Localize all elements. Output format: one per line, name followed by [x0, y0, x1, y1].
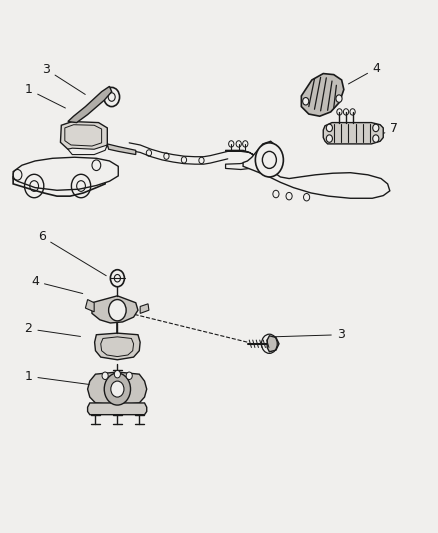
Circle shape: [255, 143, 283, 177]
Circle shape: [109, 300, 126, 321]
Polygon shape: [68, 86, 112, 123]
Circle shape: [110, 270, 124, 287]
Text: 1: 1: [25, 83, 65, 108]
Polygon shape: [267, 336, 279, 352]
Polygon shape: [88, 372, 147, 405]
Circle shape: [373, 124, 379, 132]
Circle shape: [102, 372, 108, 379]
Circle shape: [126, 372, 132, 379]
Text: 6: 6: [38, 230, 106, 276]
Text: 4: 4: [349, 62, 381, 84]
Text: 3: 3: [42, 63, 85, 94]
Polygon shape: [88, 403, 147, 415]
Text: 1: 1: [25, 370, 89, 384]
Circle shape: [373, 135, 379, 142]
Polygon shape: [92, 296, 138, 323]
Polygon shape: [243, 141, 390, 198]
Text: 3: 3: [274, 328, 345, 341]
Circle shape: [303, 98, 309, 105]
Polygon shape: [140, 304, 149, 313]
Circle shape: [336, 95, 342, 102]
Circle shape: [104, 373, 131, 405]
Circle shape: [114, 370, 120, 378]
Polygon shape: [323, 123, 383, 144]
Circle shape: [111, 381, 124, 397]
Polygon shape: [95, 333, 140, 360]
Polygon shape: [68, 145, 107, 155]
Polygon shape: [301, 74, 344, 116]
Polygon shape: [60, 122, 107, 150]
Polygon shape: [13, 171, 105, 196]
Text: 4: 4: [31, 275, 83, 294]
Text: 2: 2: [25, 322, 81, 336]
Circle shape: [326, 135, 332, 142]
Polygon shape: [13, 157, 118, 190]
Polygon shape: [85, 300, 94, 312]
Circle shape: [326, 124, 332, 132]
Polygon shape: [107, 144, 136, 155]
Text: 7: 7: [384, 123, 398, 135]
Circle shape: [104, 87, 120, 107]
